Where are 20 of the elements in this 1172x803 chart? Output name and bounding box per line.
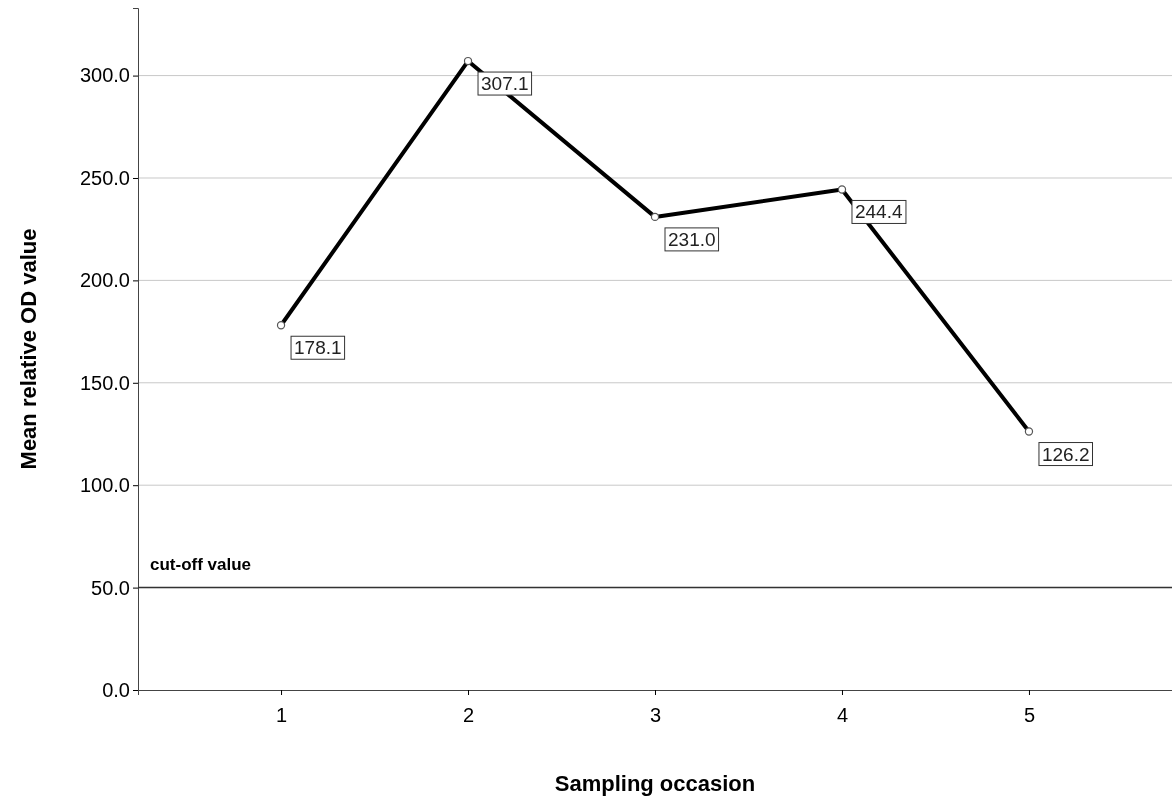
y-tick-label: 200.0 <box>79 269 130 292</box>
data-label: 307.1 <box>481 73 529 95</box>
x-tick-label: 1 <box>275 704 288 726</box>
y-tick-label: 0.0 <box>102 678 130 701</box>
data-label: 178.1 <box>294 337 342 359</box>
y-tick-label: 150.0 <box>79 371 130 394</box>
x-tick-label: 3 <box>649 704 662 726</box>
y-tick-label: 100.0 <box>79 474 130 497</box>
data-label: 244.4 <box>854 201 903 223</box>
x-tick-label: 5 <box>1023 704 1036 726</box>
data-label: 126.2 <box>1041 443 1090 465</box>
x-axis-title: Sampling occasion <box>554 771 756 796</box>
ref-line-label: cut-off value <box>150 554 252 574</box>
y-tick-label: 50.0 <box>91 576 130 599</box>
x-tick-label: 2 <box>462 704 475 726</box>
y-tick-label: 300.0 <box>79 64 130 87</box>
data-label: 231.0 <box>668 228 716 250</box>
x-tick-label: 4 <box>836 704 849 726</box>
y-tick-label: 250.0 <box>79 166 130 189</box>
y-axis-title: Mean relative OD value <box>16 228 41 470</box>
